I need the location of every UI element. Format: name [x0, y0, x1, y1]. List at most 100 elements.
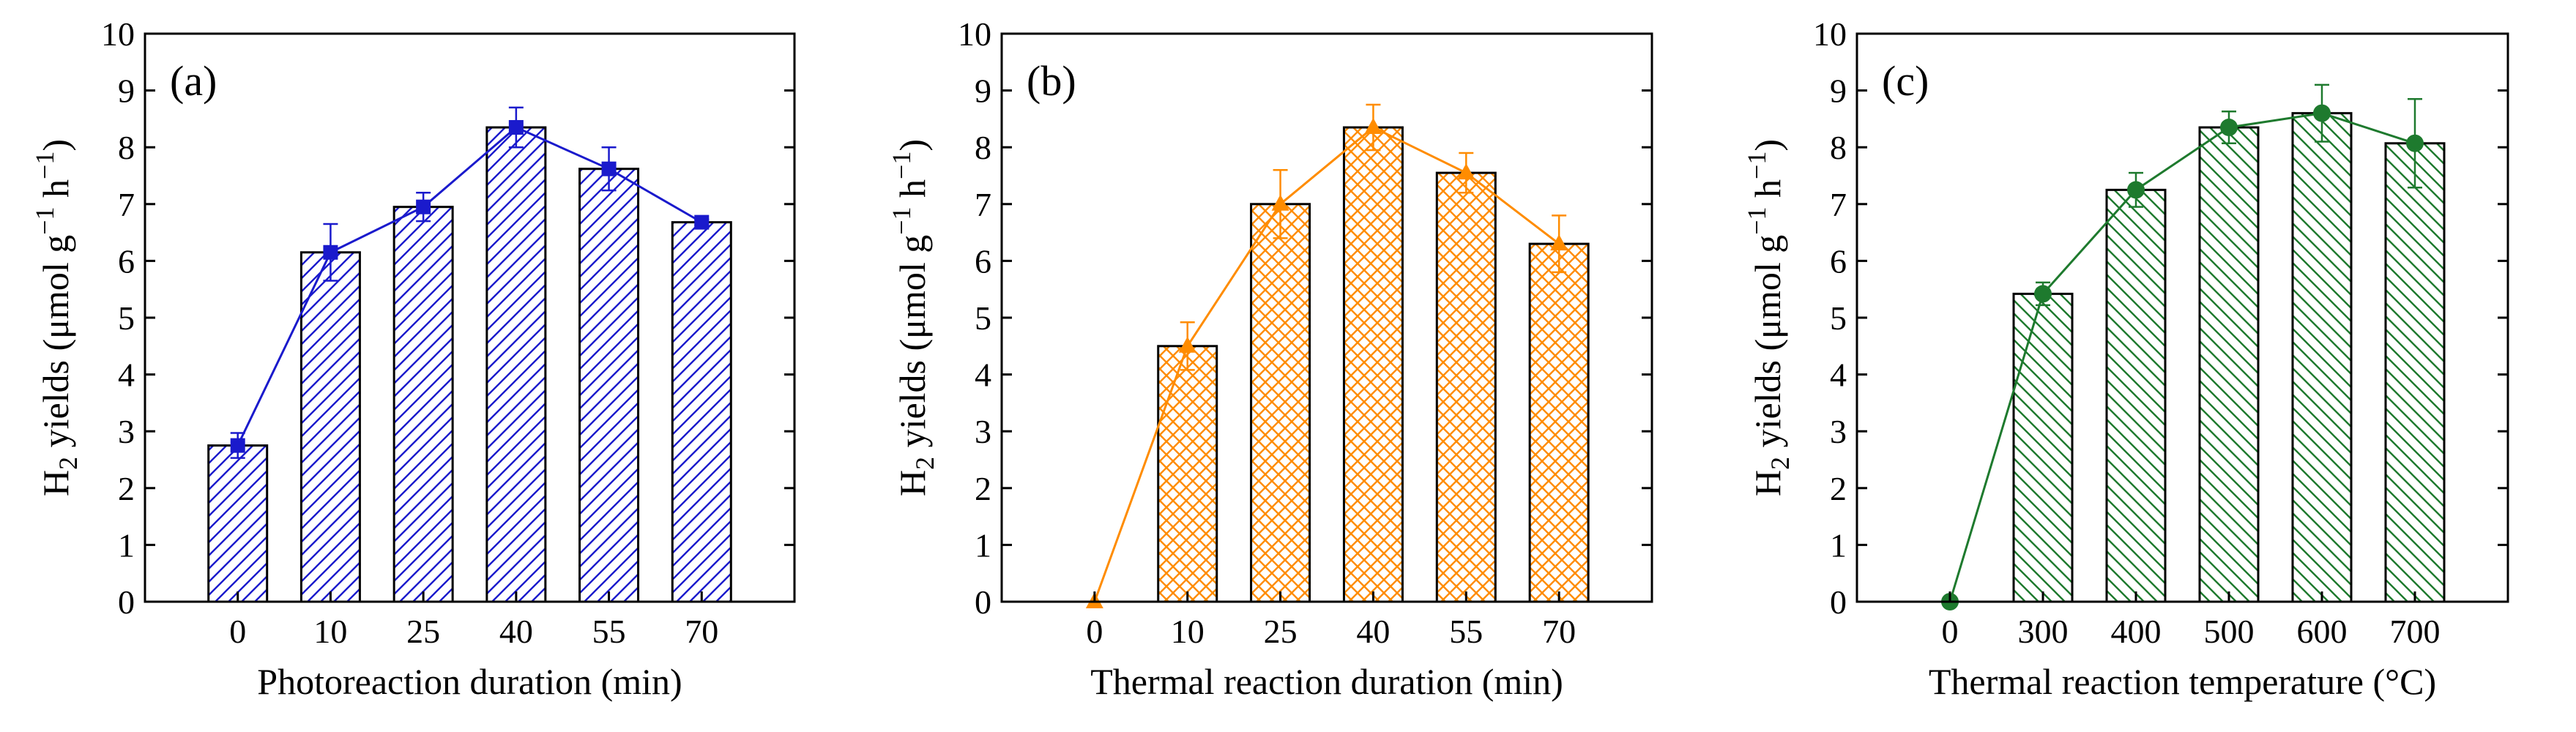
y-tick-label: 0	[1830, 583, 1847, 621]
x-axis-title: Photoreaction duration (min)	[257, 661, 682, 702]
x-tick-label: 0	[229, 613, 246, 650]
point-55	[601, 161, 617, 176]
y-axis-title-sub: 2	[1765, 457, 1795, 470]
y-axis-title-main: H	[35, 470, 76, 496]
y-axis-title-sup2: −1	[887, 152, 916, 179]
panel-c: 0 1 2 3 4 5 6 7 8 9 10 0 300 400 500 600 700 Thermal reac…	[1742, 15, 2509, 702]
bar-700	[2384, 142, 2446, 603]
y-axis-title-mid: h	[35, 179, 76, 207]
y-tick-label: 1	[975, 526, 991, 564]
y-tick-label: 5	[975, 299, 991, 337]
point-70	[694, 214, 710, 230]
point-70	[1550, 234, 1568, 251]
bar-500	[2198, 126, 2260, 603]
point-10	[323, 244, 338, 260]
y-axis-title-end: )	[1747, 139, 1788, 152]
y-axis-title-sup2: −1	[1742, 152, 1771, 179]
y-tick-label: 3	[118, 413, 135, 450]
y-axis-title-rest: yields (μmol g	[1747, 235, 1788, 457]
y-tick-label: 6	[975, 242, 991, 280]
bar-40	[1342, 126, 1404, 603]
y-tick-label: 0	[118, 583, 135, 621]
y-tick-label: 5	[118, 299, 135, 337]
y-axis-title-end: )	[892, 139, 933, 152]
x-tick-label: 10	[1171, 613, 1205, 650]
y-tick-label: 7	[1830, 186, 1847, 223]
x-tick-label: 10	[313, 613, 347, 650]
bar-25	[1250, 203, 1311, 603]
x-tick-label: 600	[2297, 613, 2348, 650]
y-tick-label: 1	[118, 526, 135, 564]
y-axis-title-sub: 2	[53, 457, 83, 470]
y-axis-title-sup1: −1	[887, 206, 916, 234]
x-axis-title: Thermal reaction duration (min)	[1090, 661, 1563, 702]
bar-70	[671, 221, 732, 603]
y-tick-label: 9	[975, 72, 991, 110]
y-tick-label: 10	[101, 15, 135, 53]
y-tick-label: 0	[975, 583, 991, 621]
x-tick-label: 25	[1264, 613, 1298, 650]
y-axis-title-mid: h	[1747, 179, 1788, 207]
bar-55	[1435, 171, 1497, 603]
series-line	[1948, 112, 2416, 602]
y-tick-label: 2	[118, 470, 135, 507]
bar-55	[578, 168, 640, 603]
panel-label: (b)	[1027, 57, 1076, 105]
bar-600	[2291, 112, 2353, 603]
x-tick-label: 400	[2111, 613, 2162, 650]
y-axis-title: H2 yields (μmol g−1 h−1)	[1742, 139, 1795, 496]
bar-0	[207, 444, 269, 603]
y-tick-label: 2	[975, 470, 991, 507]
x-tick-label: 25	[406, 613, 440, 650]
x-tick-label: 40	[1356, 613, 1390, 650]
x-tick-label: 300	[2018, 613, 2069, 650]
point-55	[1457, 163, 1475, 180]
y-axis-title: H2 yields (μmol g−1 h−1)	[887, 139, 939, 496]
y-axis-title-sub: 2	[910, 457, 939, 470]
point-40	[1364, 118, 1382, 135]
bar-300	[2012, 292, 2074, 603]
y-tick-label: 7	[975, 186, 991, 223]
point-700	[2406, 134, 2424, 152]
y-tick-label: 4	[118, 356, 135, 394]
y-axis-title-end: )	[35, 139, 76, 152]
y-tick-label: 3	[975, 413, 991, 450]
x-axis-title: Thermal reaction temperature (°C)	[1929, 661, 2436, 702]
point-600	[2313, 104, 2331, 122]
y-tick-label: 5	[1830, 299, 1847, 337]
point-25	[1271, 194, 1289, 211]
y-tick-label: 1	[1830, 526, 1847, 564]
x-tick-label: 70	[1542, 613, 1576, 650]
x-tick-label: 70	[685, 613, 718, 650]
point-300	[2034, 285, 2052, 303]
x-tick-label: 0	[1942, 613, 1959, 650]
x-tick-label: 40	[499, 613, 533, 650]
y-tick-label: 8	[118, 129, 135, 166]
y-axis-title-rest: yields (μmol g	[892, 235, 933, 457]
y-tick-label: 10	[1813, 15, 1847, 53]
bar-400	[2105, 188, 2167, 603]
y-tick-label: 10	[958, 15, 991, 53]
y-axis-title-main: H	[1747, 470, 1788, 496]
y-tick-label: 6	[1830, 242, 1847, 280]
series-line	[1093, 126, 1560, 602]
y-tick-label: 8	[975, 129, 991, 166]
panel-label: (a)	[170, 57, 217, 105]
y-axis-title-sup1: −1	[1742, 206, 1771, 234]
bar-40	[485, 126, 547, 603]
y-tick-label: 4	[975, 356, 991, 394]
point-400	[2127, 181, 2145, 199]
bar-10	[1157, 345, 1218, 603]
y-axis-title-sup1: −1	[30, 206, 59, 234]
y-axis-title-main: H	[892, 470, 933, 496]
bar-25	[392, 206, 454, 603]
y-axis-title-sup2: −1	[30, 152, 59, 179]
x-tick-label: 0	[1086, 613, 1103, 650]
x-tick-label: 500	[2204, 613, 2255, 650]
y-axis-title-rest: yields (μmol g	[35, 235, 76, 457]
bar-10	[299, 251, 361, 603]
y-tick-label: 3	[1830, 413, 1847, 450]
y-tick-label: 9	[118, 72, 135, 110]
